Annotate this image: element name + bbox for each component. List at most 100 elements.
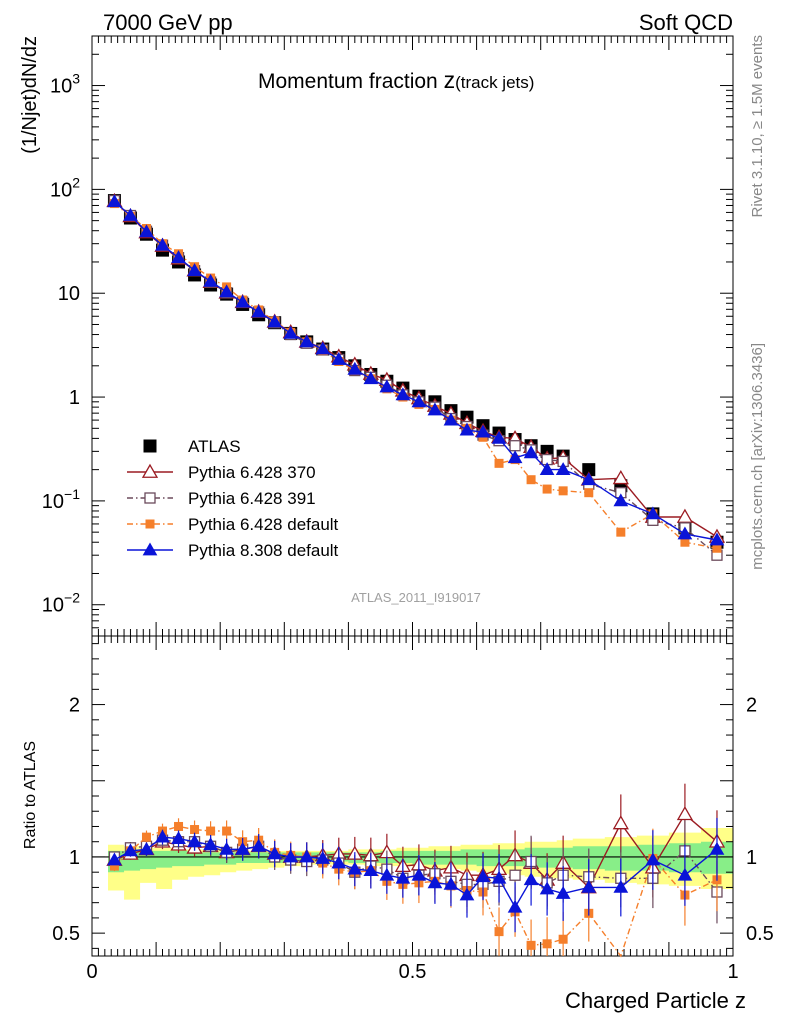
chart-title: Momentum fraction z(track jets) bbox=[258, 67, 534, 93]
data-point bbox=[203, 837, 218, 851]
data-point bbox=[251, 838, 267, 852]
data-point bbox=[539, 462, 555, 476]
data-point bbox=[347, 861, 363, 875]
data-point bbox=[395, 387, 411, 401]
data-point bbox=[411, 867, 427, 881]
data-point bbox=[395, 870, 411, 884]
data-point bbox=[411, 394, 427, 408]
y-axis-label-ratio: Ratio to ATLAS bbox=[22, 741, 39, 849]
data-point bbox=[222, 826, 232, 836]
data-point bbox=[251, 304, 267, 318]
data-point bbox=[267, 846, 283, 860]
data-point bbox=[677, 867, 693, 881]
header-left: 7000 GeV pp bbox=[103, 10, 233, 35]
main-y-tick-label: 10−2 bbox=[42, 590, 80, 617]
data-point bbox=[171, 831, 186, 845]
data-point bbox=[680, 537, 690, 547]
ratio-band-inner bbox=[108, 841, 733, 874]
data-point bbox=[219, 284, 234, 298]
data-point bbox=[144, 492, 156, 504]
data-point bbox=[142, 542, 158, 556]
data-point bbox=[267, 314, 283, 328]
series-line bbox=[114, 836, 718, 909]
data-point bbox=[676, 805, 694, 821]
data-point bbox=[507, 450, 523, 464]
data-point bbox=[315, 341, 331, 355]
data-point bbox=[331, 855, 347, 869]
data-point bbox=[379, 867, 395, 881]
data-point bbox=[491, 430, 507, 444]
data-point bbox=[206, 826, 216, 836]
series-line bbox=[113, 825, 718, 958]
data-point bbox=[427, 875, 443, 889]
data-point bbox=[709, 532, 725, 546]
data-point bbox=[123, 843, 138, 857]
data-point bbox=[523, 445, 539, 459]
data-point bbox=[494, 927, 504, 937]
legend-label: Pythia 6.428 370 bbox=[188, 463, 316, 482]
ratio-x-tick-label: 0.5 bbox=[399, 961, 427, 983]
data-point bbox=[219, 841, 234, 855]
series-line bbox=[114, 813, 718, 889]
data-point bbox=[187, 834, 202, 848]
data-point bbox=[509, 440, 521, 452]
data-point bbox=[235, 294, 250, 308]
ratio-y-tick-label-right: 0.5 bbox=[746, 923, 774, 945]
data-point bbox=[459, 422, 475, 436]
data-point bbox=[363, 371, 379, 385]
data-point bbox=[139, 224, 154, 238]
watermark: ATLAS_2011_I919017 bbox=[351, 590, 481, 605]
main-y-tick-label: 102 bbox=[50, 174, 80, 201]
data-point bbox=[299, 334, 315, 348]
data-point bbox=[299, 849, 315, 863]
data-point bbox=[581, 472, 597, 486]
data-point bbox=[712, 543, 722, 553]
data-point bbox=[581, 879, 597, 893]
data-point bbox=[379, 379, 395, 393]
legend-label: Pythia 6.428 391 bbox=[188, 489, 316, 508]
data-point bbox=[174, 821, 184, 831]
data-point bbox=[187, 263, 202, 277]
ratio-y-tick-label-right: 1 bbox=[746, 847, 757, 869]
data-point bbox=[155, 237, 170, 251]
series-line bbox=[113, 201, 718, 541]
data-point bbox=[555, 462, 571, 476]
data-point bbox=[190, 825, 200, 835]
data-point bbox=[539, 881, 555, 895]
data-point bbox=[709, 841, 725, 855]
data-point bbox=[123, 208, 138, 221]
data-point bbox=[645, 506, 661, 520]
main-y-tick-label: 10 bbox=[58, 283, 80, 305]
chart-title-main: Momentum fraction bbox=[258, 70, 444, 93]
side-label-rivet: Rivet 3.1.10, ≥ 1.5M events bbox=[749, 35, 766, 218]
legend-label: Pythia 8.308 default bbox=[188, 541, 339, 560]
data-point bbox=[141, 463, 159, 478]
data-point bbox=[203, 273, 218, 287]
data-point bbox=[509, 869, 521, 881]
main-y-tick-label: 1 bbox=[69, 387, 80, 409]
data-point bbox=[526, 475, 536, 485]
data-point bbox=[526, 940, 536, 950]
ratio-x-tick-label: 0 bbox=[86, 961, 97, 983]
data-point bbox=[443, 412, 459, 426]
data-point bbox=[427, 402, 443, 416]
series-line bbox=[114, 839, 718, 893]
data-point bbox=[145, 519, 155, 529]
series-line bbox=[113, 203, 718, 549]
data-point bbox=[235, 841, 250, 855]
x-axis-label: Charged Particle z bbox=[565, 988, 746, 1013]
data-point bbox=[612, 470, 629, 485]
y-axis-label-main: (1/Njet)dN/dz bbox=[19, 36, 41, 154]
data-point bbox=[677, 526, 693, 540]
main-y-tick-label: 103 bbox=[50, 71, 80, 98]
data-point bbox=[494, 458, 504, 468]
data-point bbox=[475, 424, 491, 438]
data-point bbox=[331, 351, 347, 365]
data-point bbox=[315, 850, 331, 864]
data-point bbox=[475, 869, 491, 883]
legend-label: ATLAS bbox=[188, 437, 241, 456]
data-point bbox=[612, 815, 629, 830]
data-point bbox=[613, 493, 629, 507]
data-point bbox=[542, 484, 552, 494]
